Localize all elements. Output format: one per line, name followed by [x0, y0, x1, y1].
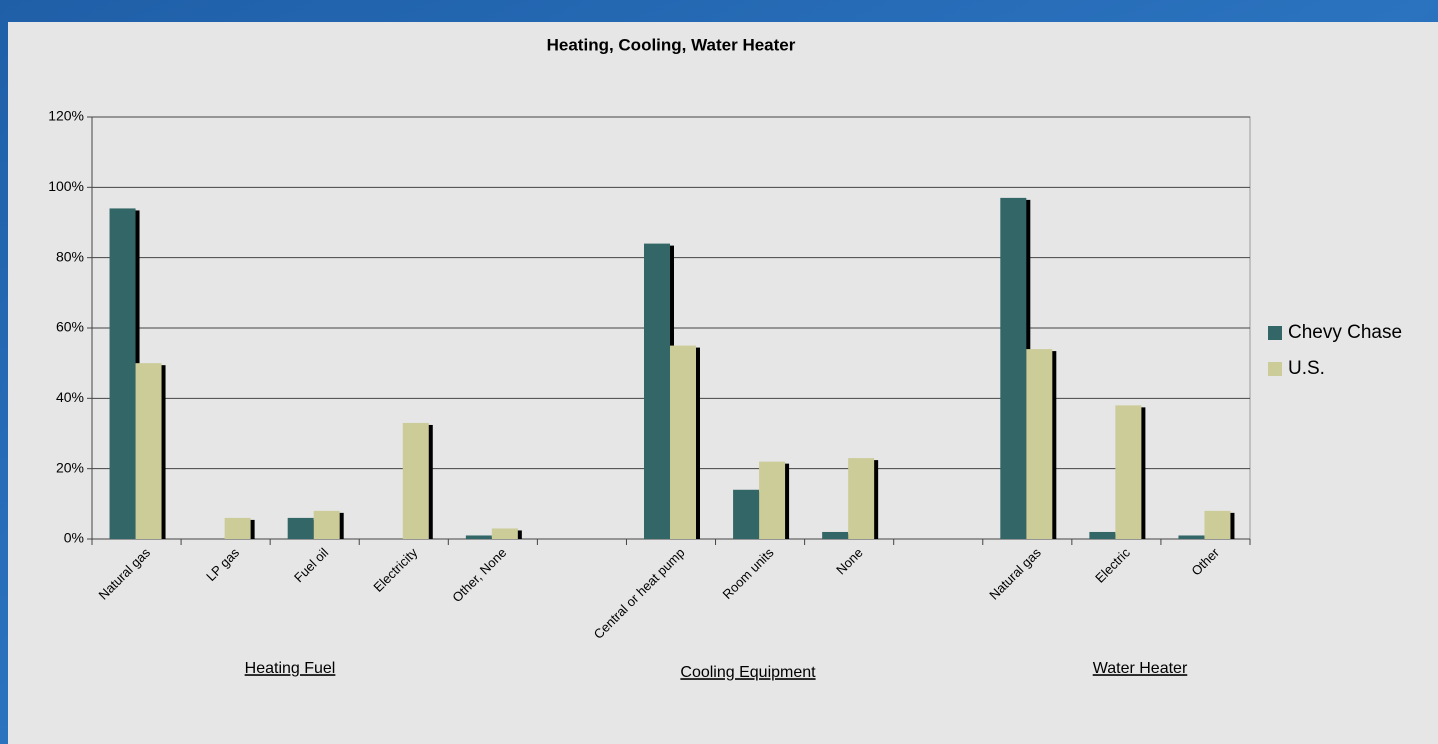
group-label: Heating Fuel — [245, 660, 336, 677]
bar — [670, 345, 696, 539]
bar — [1115, 405, 1142, 539]
bar — [848, 458, 875, 539]
bar — [287, 517, 314, 539]
bar — [1178, 535, 1205, 539]
y-tick-label: 100% — [48, 178, 84, 194]
bar — [135, 363, 162, 539]
bar — [1089, 531, 1116, 539]
y-tick-label: 20% — [56, 459, 84, 475]
y-tick-label: 0% — [64, 530, 84, 546]
group-label: Water Heater — [1093, 660, 1188, 677]
y-tick-label: 60% — [56, 319, 84, 335]
bar — [465, 535, 492, 539]
bar — [733, 489, 760, 539]
bar — [1000, 197, 1027, 539]
legend-swatch — [1268, 326, 1282, 340]
chart-title: Heating, Cooling, Water Heater — [547, 35, 796, 54]
bar — [313, 510, 340, 539]
bar — [759, 461, 786, 539]
legend-label: U.S. — [1288, 358, 1325, 379]
chart-panel — [8, 22, 1438, 744]
y-tick-label: 40% — [56, 389, 84, 405]
y-tick-label: 80% — [56, 248, 84, 264]
bar — [1026, 349, 1053, 539]
legend-label: Chevy Chase — [1288, 322, 1402, 343]
bar — [491, 528, 518, 539]
bar — [224, 517, 251, 539]
y-tick-label: 120% — [48, 108, 84, 124]
bar — [822, 531, 849, 539]
bar — [402, 422, 429, 539]
bar — [1204, 510, 1231, 539]
legend-swatch — [1268, 362, 1282, 376]
bar — [109, 208, 136, 539]
bar — [644, 243, 670, 539]
group-label: Cooling Equipment — [680, 664, 816, 681]
